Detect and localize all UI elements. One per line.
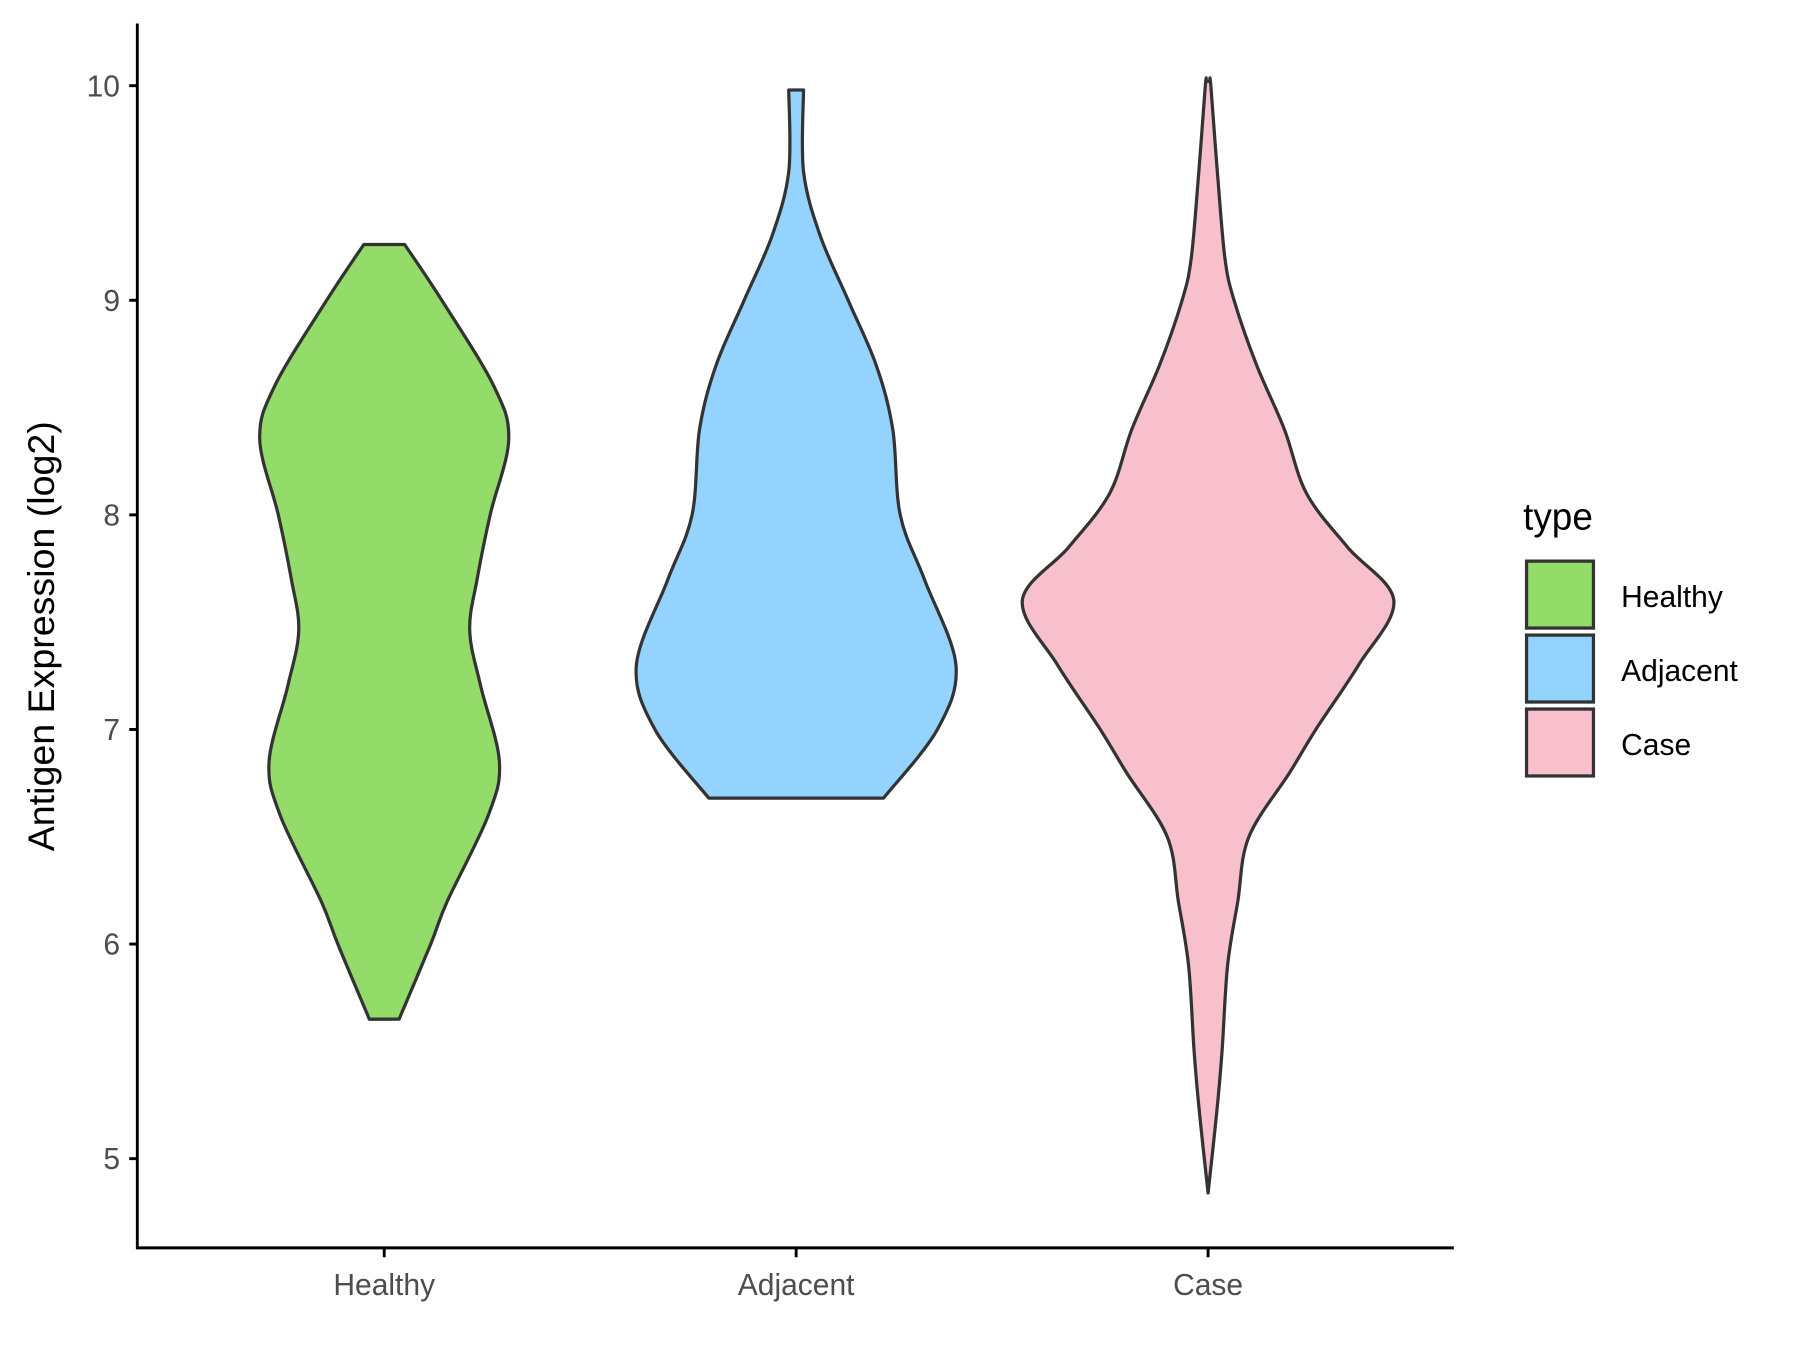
legend-key-healthy bbox=[1524, 559, 1596, 630]
x-ticks: Healthy Adjacent Case bbox=[333, 1247, 1243, 1302]
violin-healthy bbox=[258, 242, 511, 1021]
x-tick-label: Adjacent bbox=[738, 1269, 855, 1302]
y-tick-label: 8 bbox=[103, 499, 120, 532]
legend-key-adjacent bbox=[1524, 633, 1596, 704]
x-tick-label: Healthy bbox=[333, 1269, 436, 1302]
legend-label: Healthy bbox=[1621, 581, 1724, 614]
y-tick-label: 10 bbox=[87, 70, 120, 103]
y-ticks: 5 6 7 8 9 10 bbox=[87, 70, 138, 1176]
y-tick-label: 9 bbox=[103, 285, 120, 318]
x-tick-label: Case bbox=[1173, 1269, 1243, 1302]
y-axis-title: Antigen Expression (log2) bbox=[21, 421, 63, 851]
legend-title: type bbox=[1523, 495, 1593, 537]
legend-label: Adjacent bbox=[1621, 655, 1738, 688]
violin-adjacent bbox=[634, 88, 958, 800]
legend: type Healthy Adjacent Case bbox=[1523, 495, 1738, 778]
legend-label: Case bbox=[1621, 729, 1691, 762]
violins bbox=[258, 76, 1396, 1195]
legend-key-case bbox=[1524, 707, 1596, 778]
y-tick-label: 5 bbox=[103, 1143, 120, 1176]
y-tick-label: 7 bbox=[103, 714, 120, 747]
violin-case bbox=[1020, 76, 1396, 1195]
y-tick-label: 6 bbox=[103, 928, 120, 961]
